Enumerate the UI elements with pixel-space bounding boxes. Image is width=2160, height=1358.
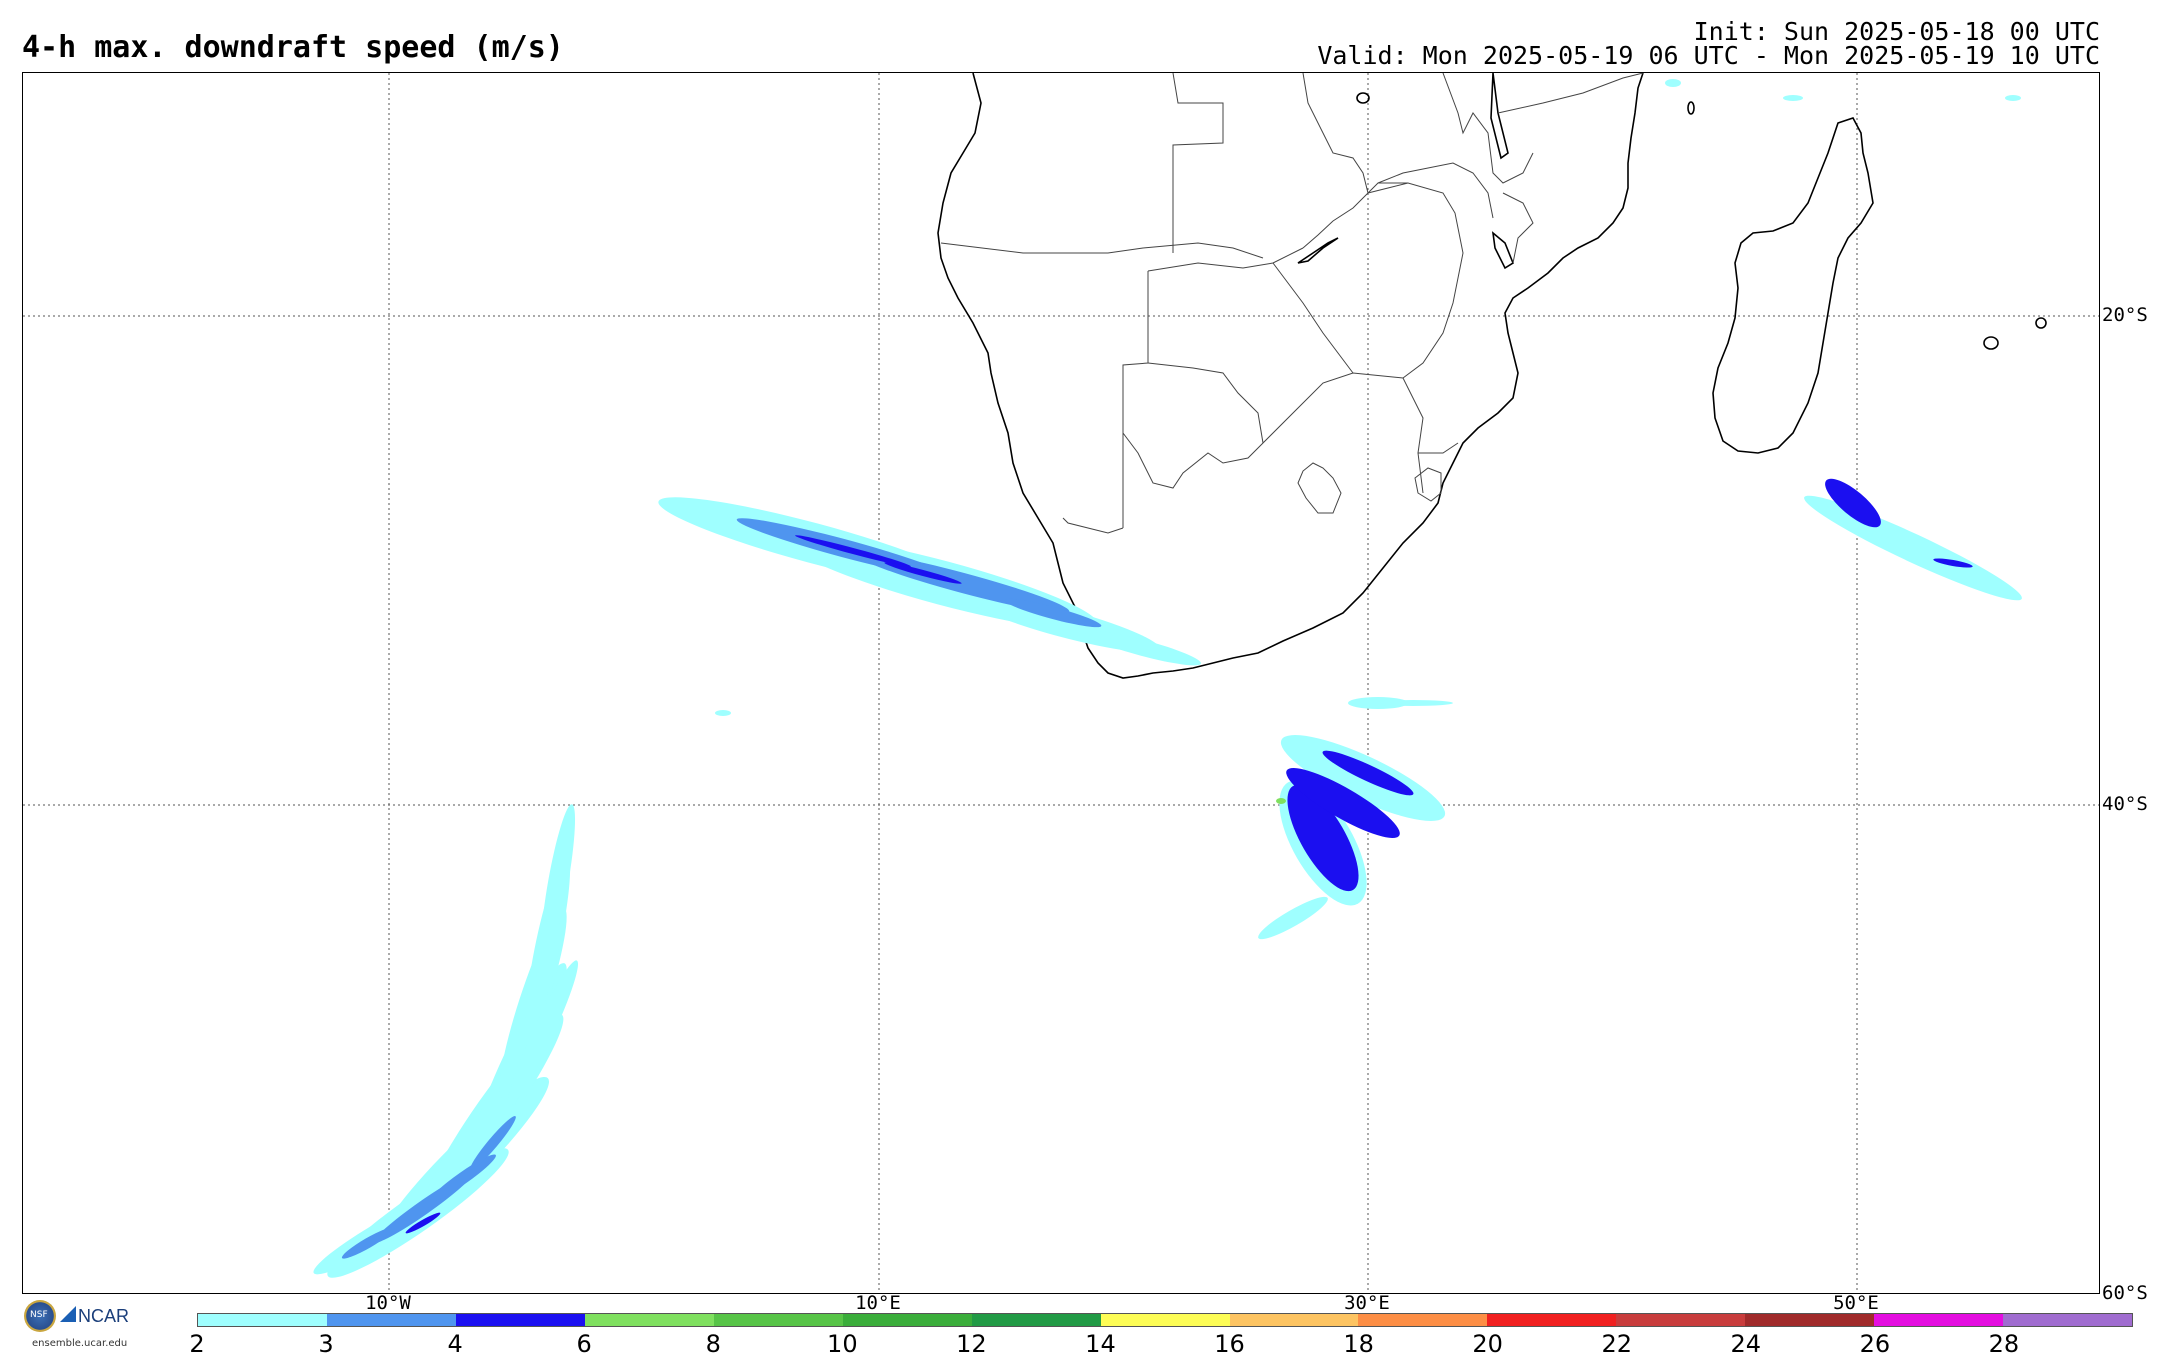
comoros-coast: [1687, 101, 1695, 115]
cluster-central-core: [1286, 750, 1414, 892]
colorbar-tick-label: 3: [318, 1330, 334, 1358]
lon-label-10w: 10°W: [365, 1292, 411, 1314]
colorbar-tick-label: 16: [1214, 1330, 1245, 1358]
lon-label-30e: 30°E: [1344, 1292, 1390, 1314]
colorbar-tick-label: 8: [705, 1330, 721, 1358]
country-borders: [940, 73, 1644, 534]
valid-time: Valid: Mon 2025-05-19 06 UTC - Mon 2025-…: [1317, 41, 2100, 70]
init-time: Init: Sun 2025-05-18 00 UTC: [1693, 17, 2100, 46]
colorbar-tick-label: 14: [1085, 1330, 1116, 1358]
colorbar-tick-label: 2: [189, 1330, 205, 1358]
swath-southwest-peak: [405, 1212, 441, 1234]
scattered-cells: [715, 79, 2021, 716]
lake-malawi: [1491, 231, 1514, 270]
nsf-seal-icon: [24, 1300, 56, 1332]
ncar-logo: NCAR: [78, 1306, 130, 1326]
colorbar-swatch: [1874, 1314, 2004, 1326]
coastlines: [937, 73, 2047, 679]
colorbar-tick-label: 4: [447, 1330, 463, 1358]
reunion-coast: [2035, 317, 2047, 329]
band-namibia-peak: [795, 535, 962, 584]
colorbar-swatch: [1487, 1314, 1617, 1326]
colorbar-swatch: [1616, 1314, 1746, 1326]
madagascar-coast: [1712, 117, 1874, 454]
map-panel: [22, 72, 2100, 1294]
colorbar-tick-label: 12: [956, 1330, 987, 1358]
downdraft-shading: [313, 79, 2022, 1278]
lon-label-10e: 10°E: [855, 1292, 901, 1314]
lake-bangweulu: [1356, 92, 1370, 104]
gridlines: [23, 73, 2099, 1293]
colorbar-swatch: [842, 1314, 972, 1326]
logo-area: NSF NCAR ensemble.ucar.edu: [22, 1298, 162, 1350]
cluster-east-core: [1825, 478, 1973, 568]
colorbar-tick-label: 24: [1730, 1330, 1762, 1358]
nsf-label: NSF: [30, 1310, 48, 1320]
init-valid-times: Init: Sun 2025-05-18 00 UTC Valid: Mon 2…: [1317, 17, 2100, 70]
colorbar-tick-label: 28: [1988, 1330, 2020, 1358]
colorbar-tick-label: 10: [827, 1330, 858, 1358]
mauritius-coast: [1983, 336, 1999, 350]
colorbar-swatch: [198, 1314, 327, 1326]
eswatini-border: [1414, 467, 1442, 502]
colorbar-swatch: [584, 1314, 714, 1326]
colorbar-swatch: [971, 1314, 1101, 1326]
africa-coast: [937, 73, 1644, 679]
lat-label-60s: 60°S: [2102, 1282, 2148, 1304]
ncar-mark-icon: [60, 1306, 76, 1322]
lake-tanganyika: [1490, 73, 1509, 160]
cluster-east: [1804, 495, 2022, 601]
colorbar-tick-label: 22: [1601, 1330, 1632, 1358]
swath-southwest-core: [341, 1115, 516, 1259]
colorbar-swatch: [1358, 1314, 1488, 1326]
colorbar-swatch: [713, 1314, 843, 1326]
colorbar: [197, 1313, 2133, 1327]
lake-kariba: [1297, 237, 1339, 264]
site-url: ensemble.ucar.edu: [32, 1338, 128, 1349]
lon-label-50e: 50°E: [1833, 1292, 1879, 1314]
swath-southwest: [313, 804, 579, 1278]
colorbar-swatch: [455, 1314, 585, 1326]
colorbar-swatch: [2003, 1314, 2133, 1326]
colorbar-tick-label: 6: [576, 1330, 592, 1358]
map-title: 4-h max. downdraft speed (m/s): [22, 30, 564, 65]
colorbar-swatch: [1745, 1314, 1875, 1326]
colorbar-swatch: [326, 1314, 456, 1326]
colorbar-swatch: [1100, 1314, 1230, 1326]
map-canvas: [23, 73, 2099, 1293]
cluster-central-green: [1276, 798, 1286, 804]
colorbar-tick-label: 20: [1472, 1330, 1503, 1358]
colorbar-swatch: [1229, 1314, 1359, 1326]
colorbar-tick-label: 18: [1343, 1330, 1374, 1358]
lat-label-40s: 40°S: [2102, 793, 2148, 815]
colorbar-tick-label: 26: [1859, 1330, 1891, 1358]
lat-label-20s: 20°S: [2102, 304, 2148, 326]
lesotho-border: [1297, 462, 1342, 514]
